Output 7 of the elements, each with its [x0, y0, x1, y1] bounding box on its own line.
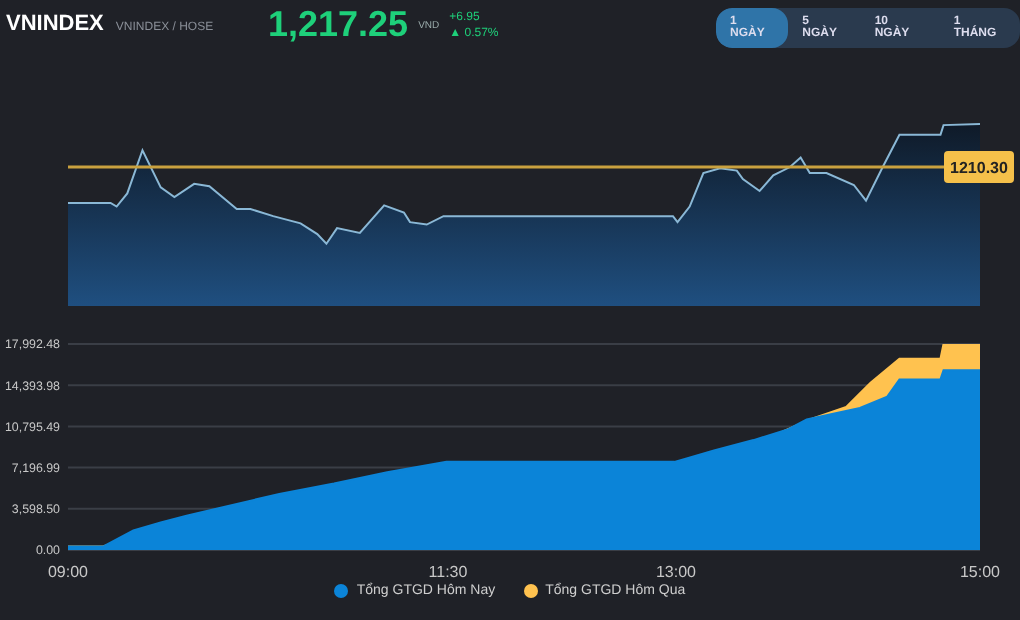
x-tick-label: 13:00 — [655, 563, 698, 582]
text: 1,217.25 — [268, 4, 409, 46]
x-tick-label: 15:00 — [959, 563, 1002, 582]
x-tick-label: 11:30 — [428, 563, 469, 582]
x-tick-label: 09:00 — [47, 563, 90, 582]
chart-title: VNINDEX — [6, 12, 104, 36]
annotation: 1210.30 — [950, 159, 1010, 178]
